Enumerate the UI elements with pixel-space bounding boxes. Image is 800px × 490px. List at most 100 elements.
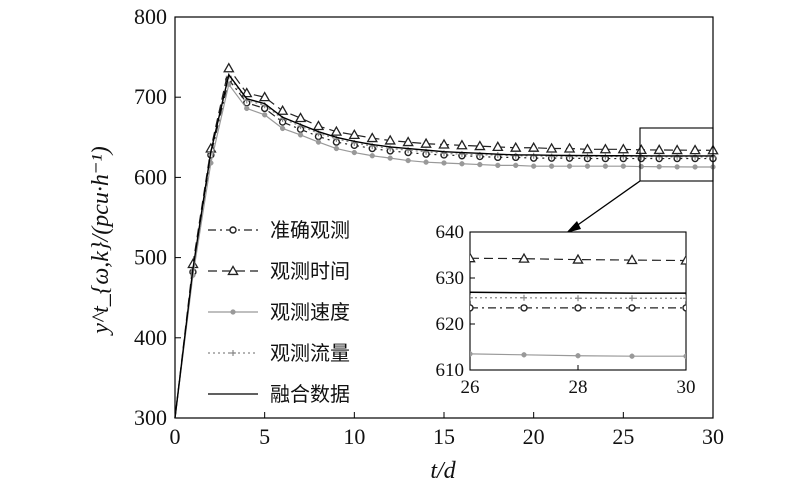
data-point — [638, 153, 645, 160]
legend-marker — [227, 265, 239, 276]
series-观测时间 — [174, 62, 719, 419]
x-tick-label: 5 — [259, 424, 270, 449]
legend-item: 观测流量 — [208, 341, 350, 365]
inset-series-观测时间 — [470, 252, 686, 265]
inset-data-point — [520, 304, 528, 312]
data-point — [315, 139, 322, 145]
data-point — [617, 143, 630, 154]
inset-data-point — [521, 294, 527, 301]
inset-data-point — [682, 304, 686, 312]
zoom-indicator — [566, 127, 714, 233]
x-tick-label: 20 — [523, 424, 545, 449]
inset-data-point — [683, 353, 686, 359]
data-point — [635, 143, 647, 154]
data-point — [333, 145, 340, 152]
data-point — [512, 152, 519, 159]
main-series-group — [174, 62, 719, 419]
data-point — [438, 138, 450, 149]
data-point — [548, 163, 555, 169]
legend-marker — [230, 309, 236, 315]
inset-series-观测流量 — [470, 294, 686, 302]
zoom-arrowhead — [566, 221, 581, 233]
data-point — [671, 144, 683, 155]
inset-data-point — [629, 295, 635, 302]
legend-marker — [229, 226, 237, 234]
data-point — [405, 157, 411, 164]
legend-item: 观测时间 — [208, 259, 350, 283]
data-point — [330, 125, 343, 136]
data-point — [456, 139, 468, 150]
data-point — [474, 140, 486, 151]
data-point — [620, 153, 627, 160]
inset-x-tick-label: 28 — [569, 377, 588, 398]
data-point — [656, 153, 663, 160]
data-point — [513, 162, 519, 169]
x-tick-label: 0 — [170, 424, 181, 449]
data-point — [441, 160, 447, 166]
data-point — [402, 136, 414, 147]
inset-series-观测速度 — [470, 351, 686, 359]
inset-data-point — [626, 254, 638, 265]
inset-data-point — [629, 353, 635, 359]
data-point — [510, 141, 522, 152]
data-point — [387, 155, 393, 161]
data-point — [563, 142, 576, 153]
data-point — [602, 163, 609, 169]
legend-label: 观测时间 — [270, 259, 350, 283]
inset-data-point — [521, 352, 527, 358]
inset-y-tick-label: 630 — [436, 268, 465, 289]
data-point — [351, 149, 357, 156]
data-point — [584, 153, 591, 160]
inset-data-point — [575, 295, 581, 302]
data-point — [494, 151, 501, 158]
data-point — [276, 104, 289, 115]
inset-data-point — [574, 304, 582, 312]
data-point — [545, 142, 558, 153]
data-point — [653, 144, 665, 155]
data-point — [656, 164, 662, 170]
inset-data-point — [628, 304, 636, 312]
data-point — [527, 141, 540, 152]
data-point — [531, 163, 537, 169]
legend-item: 观测速度 — [208, 300, 350, 324]
data-point — [674, 153, 681, 160]
inset-data-point — [572, 253, 584, 264]
data-point — [602, 153, 609, 160]
data-point — [294, 112, 307, 123]
zoom-arrow — [571, 180, 641, 230]
data-point — [258, 91, 271, 102]
series-融合数据 — [174, 73, 713, 419]
data-point — [262, 112, 268, 118]
inset-data-point — [470, 304, 474, 312]
data-point — [495, 162, 501, 169]
data-point — [599, 143, 612, 154]
data-point — [689, 144, 701, 155]
data-point — [312, 120, 325, 131]
x-tick-label: 25 — [612, 424, 634, 449]
y-tick-label: 500 — [134, 245, 167, 270]
inset-series-准确观测 — [470, 304, 686, 312]
legend-label: 观测流量 — [270, 341, 350, 365]
inset-x-tick-label: 26 — [461, 377, 480, 398]
legend-marker — [230, 350, 236, 356]
data-point — [297, 132, 304, 138]
y-axis-title: y^t_{ω,k}/(pcu·h⁻¹) — [88, 146, 114, 335]
data-point — [459, 161, 465, 167]
inset-series-line — [470, 291, 686, 294]
data-point — [548, 153, 555, 160]
x-tick-label: 15 — [433, 424, 455, 449]
inset-data-point — [470, 351, 473, 357]
data-point — [492, 141, 504, 152]
data-point — [566, 163, 573, 169]
y-tick-label: 700 — [134, 84, 167, 109]
y-tick-label: 300 — [134, 405, 167, 430]
x-tick-label: 10 — [343, 424, 365, 449]
data-point — [366, 132, 378, 143]
inset-y-tick-label: 640 — [436, 222, 465, 243]
inset-data-point — [575, 353, 581, 359]
data-point — [692, 164, 698, 170]
data-point — [477, 161, 483, 168]
data-point — [223, 62, 235, 73]
